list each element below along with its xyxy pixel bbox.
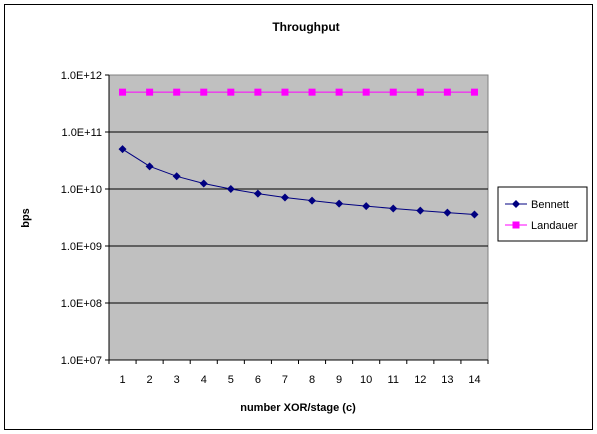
x-tick-label: 12 bbox=[414, 374, 426, 386]
data-point-landauer bbox=[470, 88, 478, 96]
legend: Bennett Landauer bbox=[497, 186, 588, 242]
plot-area bbox=[108, 74, 489, 361]
series-bennett bbox=[118, 145, 479, 219]
gridlines bbox=[109, 131, 488, 304]
series-landauer bbox=[119, 88, 478, 96]
data-point-bennett bbox=[118, 145, 127, 154]
data-point-bennett bbox=[362, 202, 371, 211]
y-tick-label: 1.0E+08 bbox=[61, 298, 102, 310]
y-tick-label: 1.0E+09 bbox=[61, 241, 102, 253]
x-axis-title: number XOR/stage (c) bbox=[240, 402, 356, 414]
data-point-bennett bbox=[443, 208, 452, 217]
data-point-landauer bbox=[254, 88, 262, 96]
x-tick-label: 10 bbox=[360, 374, 372, 386]
data-point-landauer bbox=[227, 88, 235, 96]
data-point-bennett bbox=[416, 206, 425, 215]
y-tick-label: 1.0E+07 bbox=[61, 355, 102, 367]
legend-marker-landauer bbox=[512, 221, 520, 229]
data-point-landauer bbox=[146, 88, 154, 96]
series-layer bbox=[118, 88, 479, 219]
x-tick-label: 8 bbox=[309, 374, 315, 386]
x-tick-label: 14 bbox=[468, 374, 480, 386]
data-point-bennett bbox=[280, 193, 289, 202]
x-tick-label: 2 bbox=[147, 374, 153, 386]
data-point-bennett bbox=[389, 204, 398, 213]
data-point-landauer bbox=[335, 88, 343, 96]
data-point-landauer bbox=[308, 88, 316, 96]
data-point-bennett bbox=[470, 210, 479, 219]
legend-label-bennett: Bennett bbox=[531, 199, 569, 211]
axes: 1.0E+07 1.0E+08 1.0E+09 1.0E+10 1.0E+11 1.0E+… bbox=[61, 70, 489, 386]
data-point-landauer bbox=[281, 88, 289, 96]
chart-canvas: Throughput 1.0E+071.0E+081.0E+091.0E+101… bbox=[20, 20, 588, 414]
x-tick-label: 4 bbox=[201, 374, 207, 386]
data-point-landauer bbox=[362, 88, 370, 96]
data-point-bennett bbox=[226, 185, 235, 193]
x-tick-label: 11 bbox=[388, 374, 399, 386]
x-tick-label: 3 bbox=[174, 374, 180, 386]
y-tick-label: 1.0E+12 bbox=[61, 70, 102, 82]
y-axis-title: bps bbox=[20, 208, 32, 228]
data-point-bennett bbox=[199, 179, 208, 188]
x-tick-label: 7 bbox=[282, 374, 288, 386]
data-point-landauer bbox=[389, 88, 397, 96]
data-point-landauer bbox=[173, 88, 181, 96]
data-point-landauer bbox=[443, 88, 451, 96]
legend-box bbox=[497, 186, 588, 242]
legend-label-landauer: Landauer bbox=[531, 220, 578, 232]
chart-title: Throughput bbox=[272, 20, 339, 34]
data-point-landauer bbox=[416, 88, 424, 96]
series-line-bennett bbox=[122, 148, 475, 215]
data-point-bennett bbox=[335, 199, 344, 208]
x-tick-label: 13 bbox=[441, 374, 453, 386]
data-point-bennett bbox=[145, 162, 154, 171]
data-point-landauer bbox=[200, 88, 208, 96]
y-tick-label: 1.0E+11 bbox=[62, 127, 102, 139]
x-tick-label: 1 bbox=[119, 374, 125, 386]
data-point-bennett bbox=[172, 172, 181, 181]
data-point-bennett bbox=[308, 196, 317, 205]
x-tick-label: 9 bbox=[336, 374, 342, 386]
x-tick-label: 5 bbox=[228, 374, 234, 386]
data-point-bennett bbox=[253, 189, 262, 198]
y-tick-label: 1.0E+10 bbox=[61, 184, 102, 196]
legend-marker-bennett bbox=[512, 200, 520, 208]
data-point-landauer bbox=[119, 88, 127, 96]
x-tick-label: 6 bbox=[255, 374, 261, 386]
chart-frame: Throughput 1.0E+07 1.0E+08 1.0E+09 1.0E+10 1… bbox=[4, 4, 593, 430]
